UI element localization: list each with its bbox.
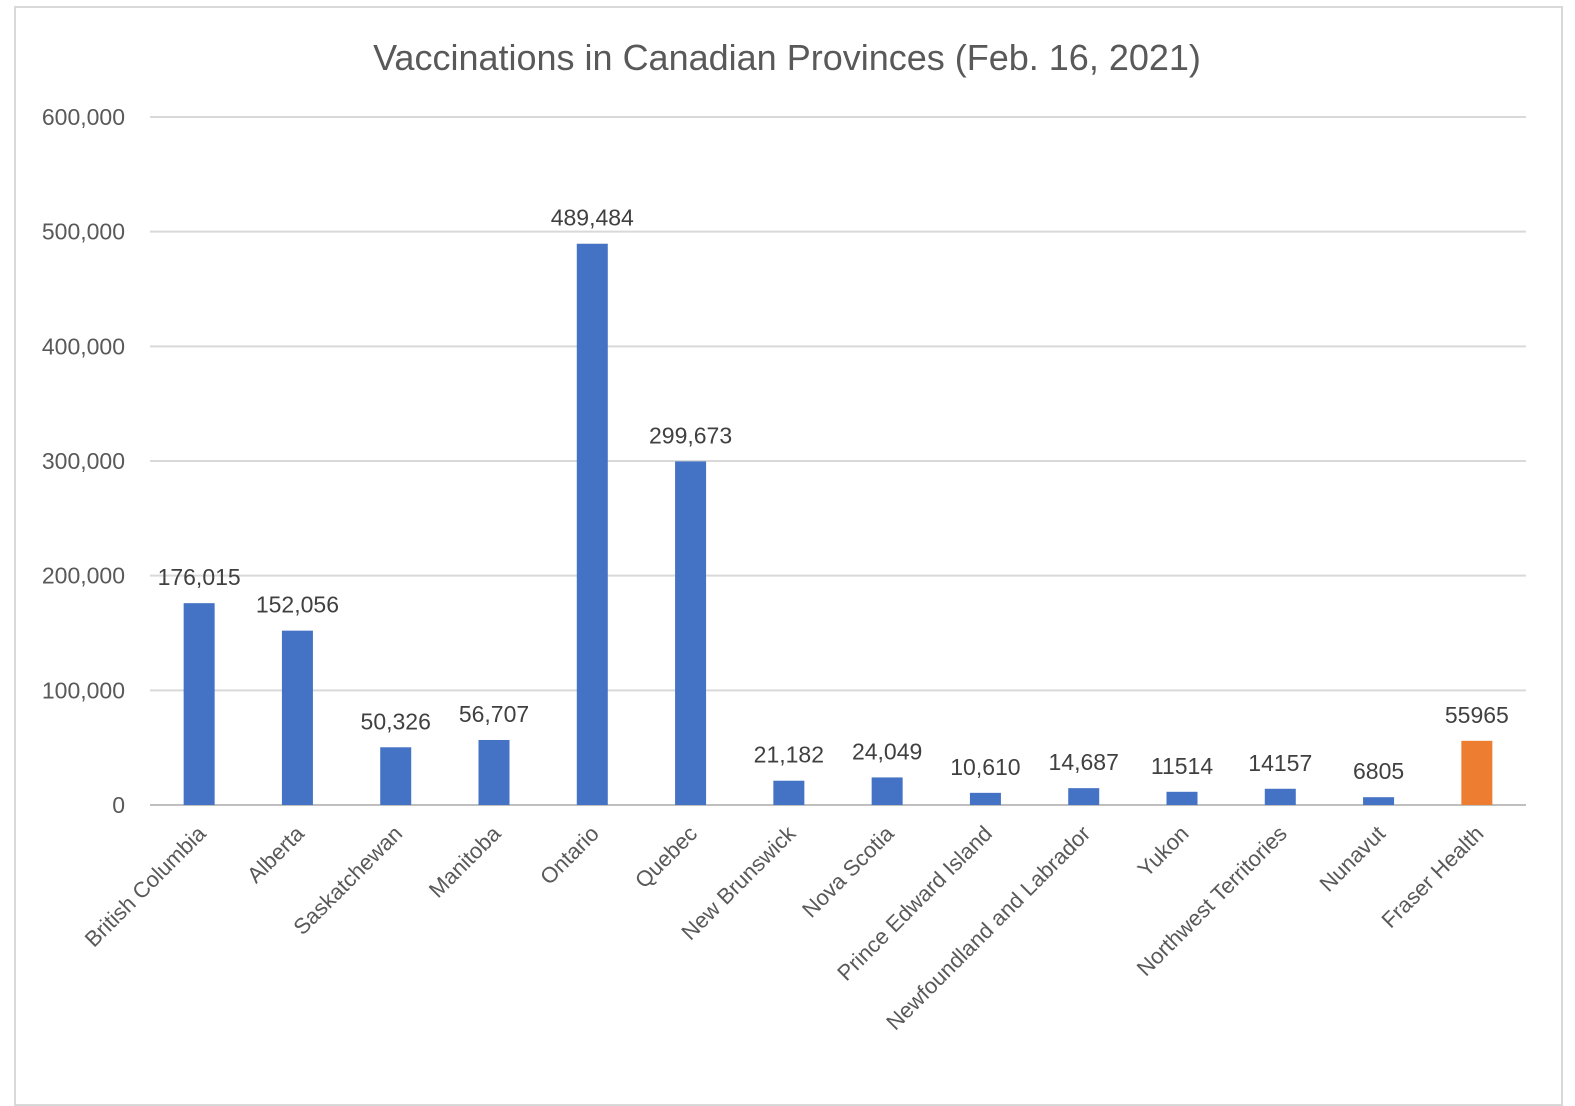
bar	[281, 630, 313, 805]
bar	[1068, 788, 1100, 805]
data-label: 152,056	[256, 592, 339, 618]
bar	[576, 243, 608, 806]
category-label: Alberta	[242, 820, 310, 888]
y-tick-label: 0	[112, 792, 125, 818]
category-label: Newfoundland and Labrador	[881, 821, 1095, 1035]
chart-frame	[14, 6, 1563, 1106]
bar	[773, 780, 805, 805]
data-label: 489,484	[551, 205, 634, 231]
bars	[183, 243, 1493, 806]
bar	[1166, 791, 1198, 805]
category-label: Nova Scotia	[797, 820, 899, 922]
y-tick-label: 300,000	[42, 448, 125, 474]
y-tick-label: 500,000	[42, 219, 125, 245]
chart-title: Vaccinations in Canadian Provinces (Feb.…	[373, 37, 1201, 78]
bar	[1461, 740, 1493, 805]
bar	[1264, 788, 1296, 805]
bar	[478, 739, 510, 805]
data-label: 14157	[1248, 750, 1312, 776]
category-label: Nunavut	[1314, 821, 1390, 897]
bar	[1363, 797, 1395, 805]
category-label: Quebec	[630, 821, 702, 893]
data-label: 55965	[1445, 702, 1509, 728]
data-label: 24,049	[852, 738, 922, 764]
category-label: British Columbia	[80, 820, 211, 951]
data-label: 21,182	[754, 742, 824, 768]
bar	[380, 747, 412, 805]
data-label: 56,707	[459, 701, 529, 727]
data-labels: 176,015 152,056 50,326 56,707 489,484 299,673…	[158, 205, 1509, 784]
data-label: 6805	[1353, 758, 1404, 784]
y-axis-ticks: 0 100,000 200,000 300,000 400,000 500,000 600,…	[42, 104, 125, 818]
y-tick-label: 400,000	[42, 333, 125, 359]
bar	[871, 777, 903, 805]
data-label: 11514	[1151, 753, 1213, 779]
y-tick-label: 100,000	[42, 677, 125, 703]
category-label: Yukon	[1133, 821, 1194, 882]
data-label: 50,326	[361, 708, 431, 734]
category-label: Fraser Health	[1376, 821, 1488, 933]
category-label: Ontario	[535, 821, 604, 890]
bar	[183, 603, 215, 805]
gridlines	[150, 116, 1526, 806]
y-tick-label: 200,000	[42, 563, 125, 589]
data-label: 299,673	[649, 422, 732, 448]
category-label: Manitoba	[424, 820, 506, 902]
bar	[969, 792, 1001, 805]
data-label: 14,687	[1049, 749, 1119, 775]
data-label: 10,610	[950, 754, 1020, 780]
data-label: 176,015	[158, 564, 241, 590]
bar	[675, 461, 707, 805]
y-tick-label: 600,000	[42, 104, 125, 130]
